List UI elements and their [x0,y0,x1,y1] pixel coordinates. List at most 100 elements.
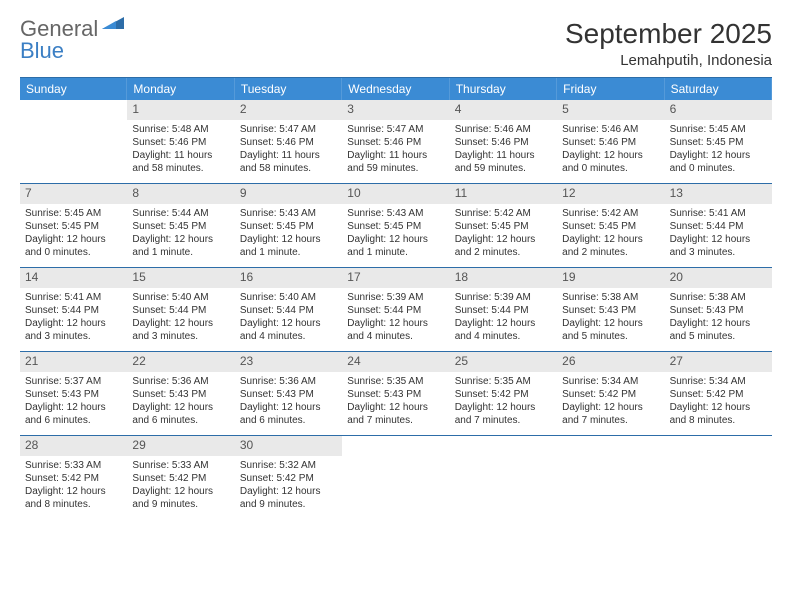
sunrise-line: Sunrise: 5:36 AM [240,375,337,388]
sunset-line: Sunset: 5:42 PM [25,472,122,485]
sunrise-line: Sunrise: 5:46 AM [562,123,659,136]
sunrise-line: Sunrise: 5:38 AM [670,291,767,304]
calendar-cell [665,436,772,520]
day-body: Sunrise: 5:40 AMSunset: 5:44 PMDaylight:… [127,288,234,348]
sunrise-line: Sunrise: 5:39 AM [347,291,444,304]
daylight-line: Daylight: 12 hours and 2 minutes. [562,233,659,259]
day-body: Sunrise: 5:39 AMSunset: 5:44 PMDaylight:… [450,288,557,348]
sunrise-line: Sunrise: 5:45 AM [25,207,122,220]
sunset-line: Sunset: 5:43 PM [25,388,122,401]
calendar-cell: 14Sunrise: 5:41 AMSunset: 5:44 PMDayligh… [20,268,127,352]
day-body: Sunrise: 5:42 AMSunset: 5:45 PMDaylight:… [557,204,664,264]
day-body: Sunrise: 5:38 AMSunset: 5:43 PMDaylight:… [665,288,772,348]
day-body: Sunrise: 5:32 AMSunset: 5:42 PMDaylight:… [235,456,342,516]
calendar-cell: 29Sunrise: 5:33 AMSunset: 5:42 PMDayligh… [127,436,234,520]
calendar-cell: 13Sunrise: 5:41 AMSunset: 5:44 PMDayligh… [665,184,772,268]
calendar-cell: 19Sunrise: 5:38 AMSunset: 5:43 PMDayligh… [557,268,664,352]
sunrise-line: Sunrise: 5:36 AM [132,375,229,388]
day-number: 3 [342,100,449,120]
daylight-line: Daylight: 11 hours and 58 minutes. [240,149,337,175]
day-number: 23 [235,352,342,372]
sunrise-line: Sunrise: 5:43 AM [240,207,337,220]
sunset-line: Sunset: 5:42 PM [132,472,229,485]
day-body: Sunrise: 5:33 AMSunset: 5:42 PMDaylight:… [20,456,127,516]
day-body: Sunrise: 5:41 AMSunset: 5:44 PMDaylight:… [665,204,772,264]
day-header: Thursday [450,78,557,100]
calendar-cell: 27Sunrise: 5:34 AMSunset: 5:42 PMDayligh… [665,352,772,436]
day-number: 19 [557,268,664,288]
daylight-line: Daylight: 12 hours and 7 minutes. [347,401,444,427]
sunrise-line: Sunrise: 5:39 AM [455,291,552,304]
daylight-line: Daylight: 12 hours and 3 minutes. [25,317,122,343]
sunrise-line: Sunrise: 5:46 AM [455,123,552,136]
sunrise-line: Sunrise: 5:44 AM [132,207,229,220]
sunset-line: Sunset: 5:45 PM [455,220,552,233]
calendar-grid: SundayMondayTuesdayWednesdayThursdayFrid… [20,77,772,520]
sunrise-line: Sunrise: 5:35 AM [455,375,552,388]
day-body: Sunrise: 5:41 AMSunset: 5:44 PMDaylight:… [20,288,127,348]
calendar-cell: 6Sunrise: 5:45 AMSunset: 5:45 PMDaylight… [665,100,772,184]
day-body: Sunrise: 5:43 AMSunset: 5:45 PMDaylight:… [342,204,449,264]
daylight-line: Daylight: 11 hours and 59 minutes. [455,149,552,175]
calendar-cell: 23Sunrise: 5:36 AMSunset: 5:43 PMDayligh… [235,352,342,436]
sunrise-line: Sunrise: 5:43 AM [347,207,444,220]
header: General Blue September 2025 Lemahputih, … [20,18,772,69]
daylight-line: Daylight: 11 hours and 59 minutes. [347,149,444,175]
sunrise-line: Sunrise: 5:33 AM [25,459,122,472]
sunrise-line: Sunrise: 5:42 AM [562,207,659,220]
day-number: 17 [342,268,449,288]
day-number: 18 [450,268,557,288]
daylight-line: Daylight: 12 hours and 1 minute. [347,233,444,259]
day-body: Sunrise: 5:37 AMSunset: 5:43 PMDaylight:… [20,372,127,432]
day-body: Sunrise: 5:33 AMSunset: 5:42 PMDaylight:… [127,456,234,516]
sunrise-line: Sunrise: 5:45 AM [670,123,767,136]
day-number: 30 [235,436,342,456]
calendar-cell: 30Sunrise: 5:32 AMSunset: 5:42 PMDayligh… [235,436,342,520]
daylight-line: Daylight: 12 hours and 8 minutes. [25,485,122,511]
sunset-line: Sunset: 5:44 PM [455,304,552,317]
sunset-line: Sunset: 5:45 PM [562,220,659,233]
day-body: Sunrise: 5:35 AMSunset: 5:43 PMDaylight:… [342,372,449,432]
logo-triangle-icon [102,11,124,33]
calendar-cell: 28Sunrise: 5:33 AMSunset: 5:42 PMDayligh… [20,436,127,520]
sunset-line: Sunset: 5:44 PM [347,304,444,317]
calendar-cell: 7Sunrise: 5:45 AMSunset: 5:45 PMDaylight… [20,184,127,268]
daylight-line: Daylight: 12 hours and 3 minutes. [670,233,767,259]
calendar-cell: 10Sunrise: 5:43 AMSunset: 5:45 PMDayligh… [342,184,449,268]
day-body: Sunrise: 5:39 AMSunset: 5:44 PMDaylight:… [342,288,449,348]
day-number: 21 [20,352,127,372]
sunset-line: Sunset: 5:46 PM [347,136,444,149]
daylight-line: Daylight: 12 hours and 6 minutes. [132,401,229,427]
day-body: Sunrise: 5:40 AMSunset: 5:44 PMDaylight:… [235,288,342,348]
day-number: 20 [665,268,772,288]
daylight-line: Daylight: 12 hours and 0 minutes. [25,233,122,259]
logo-text-2: Blue [20,38,64,63]
calendar-cell: 17Sunrise: 5:39 AMSunset: 5:44 PMDayligh… [342,268,449,352]
sunrise-line: Sunrise: 5:40 AM [240,291,337,304]
sunset-line: Sunset: 5:45 PM [347,220,444,233]
sunrise-line: Sunrise: 5:41 AM [670,207,767,220]
sunset-line: Sunset: 5:43 PM [670,304,767,317]
day-number: 6 [665,100,772,120]
day-header: Monday [127,78,234,100]
day-number: 2 [235,100,342,120]
day-number: 16 [235,268,342,288]
calendar-cell: 3Sunrise: 5:47 AMSunset: 5:46 PMDaylight… [342,100,449,184]
sunrise-line: Sunrise: 5:42 AM [455,207,552,220]
day-number: 24 [342,352,449,372]
day-header: Saturday [665,78,772,100]
day-number: 29 [127,436,234,456]
sunset-line: Sunset: 5:42 PM [455,388,552,401]
calendar-cell: 18Sunrise: 5:39 AMSunset: 5:44 PMDayligh… [450,268,557,352]
sunrise-line: Sunrise: 5:34 AM [670,375,767,388]
title-block: September 2025 Lemahputih, Indonesia [565,18,772,69]
calendar-cell: 2Sunrise: 5:47 AMSunset: 5:46 PMDaylight… [235,100,342,184]
daylight-line: Daylight: 12 hours and 7 minutes. [455,401,552,427]
calendar-cell: 4Sunrise: 5:46 AMSunset: 5:46 PMDaylight… [450,100,557,184]
daylight-line: Daylight: 12 hours and 9 minutes. [240,485,337,511]
daylight-line: Daylight: 12 hours and 6 minutes. [25,401,122,427]
day-header: Tuesday [235,78,342,100]
day-header: Sunday [20,78,127,100]
day-header: Wednesday [342,78,449,100]
calendar-cell: 15Sunrise: 5:40 AMSunset: 5:44 PMDayligh… [127,268,234,352]
